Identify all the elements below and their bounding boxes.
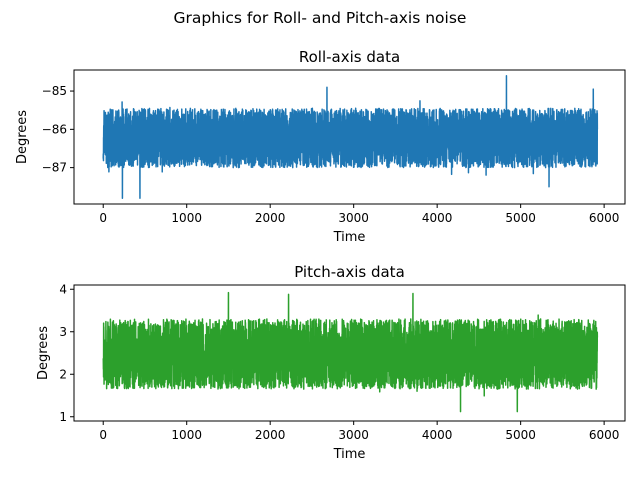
- figure-suptitle: Graphics for Roll- and Pitch-axis noise: [174, 9, 467, 27]
- x-axis-label: Time: [333, 230, 366, 245]
- y-tick-label: 3: [59, 325, 67, 339]
- x-tick-label: 6000: [589, 211, 620, 225]
- y-tick-label: 1: [59, 410, 67, 424]
- axes-title: Pitch-axis data: [294, 263, 405, 281]
- axes-title: Roll-axis data: [299, 48, 400, 66]
- x-tick-label: 2000: [255, 211, 286, 225]
- x-tick-label: 5000: [505, 428, 536, 442]
- x-tick-label: 1000: [171, 211, 202, 225]
- x-tick-label: 6000: [589, 428, 620, 442]
- x-tick-label: 4000: [422, 211, 453, 225]
- y-axis-label: Degrees: [15, 110, 30, 164]
- y-tick-label: −86: [42, 122, 67, 136]
- x-tick-label: 1000: [171, 428, 202, 442]
- y-tick-label: 4: [59, 282, 67, 296]
- x-tick-label: 2000: [255, 428, 286, 442]
- x-tick-label: 3000: [338, 211, 369, 225]
- x-axis-label: Time: [333, 447, 366, 462]
- y-tick-label: −87: [42, 161, 67, 175]
- x-tick-label: 0: [99, 428, 107, 442]
- y-tick-label: −85: [42, 84, 67, 98]
- y-axis-label: Degrees: [36, 326, 51, 380]
- x-tick-label: 3000: [338, 428, 369, 442]
- x-tick-label: 5000: [505, 211, 536, 225]
- x-tick-label: 4000: [422, 428, 453, 442]
- y-tick-label: 2: [59, 367, 67, 381]
- x-tick-label: 0: [99, 211, 107, 225]
